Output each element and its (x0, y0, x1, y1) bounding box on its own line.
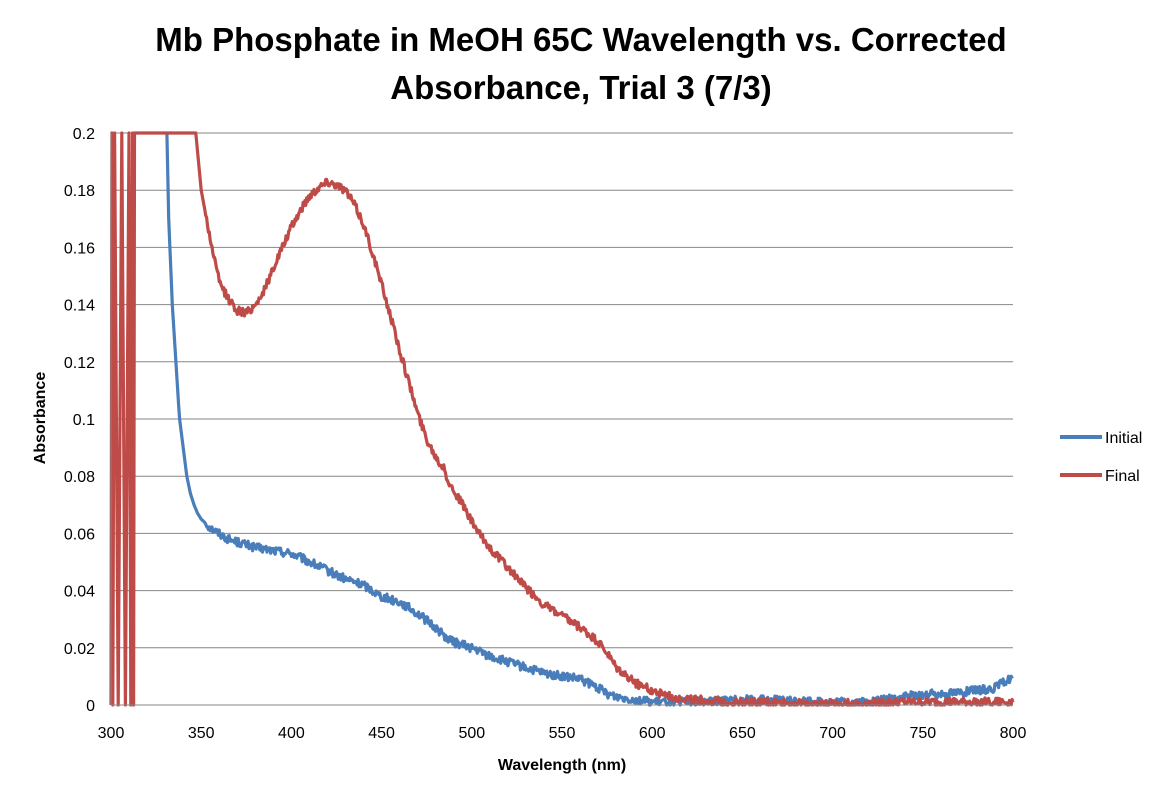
x-tick-label: 800 (1000, 725, 1027, 742)
x-tick-label: 400 (278, 725, 305, 742)
y-tick-label: 0.1 (73, 412, 95, 429)
x-tick-label: 300 (98, 725, 125, 742)
y-tick-label: 0.04 (64, 584, 95, 601)
legend: Initial Final (1060, 430, 1142, 485)
y-tick-label: 0.08 (64, 469, 95, 486)
y-axis-label: Absorbance (32, 372, 49, 465)
gridlines (111, 132, 1013, 649)
legend-label-initial: Initial (1105, 430, 1142, 447)
y-tick-label: 0.14 (64, 298, 95, 315)
y-tick-label: 0.18 (64, 183, 95, 200)
y-tick-label: 0.2 (73, 126, 95, 143)
x-tick-label: 750 (909, 725, 936, 742)
x-tick-label: 600 (639, 725, 666, 742)
x-tick-label: 350 (188, 725, 215, 742)
chart-title-line-1: Mb Phosphate in MeOH 65C Wavelength vs. … (155, 21, 1006, 58)
x-axis-label: Wavelength (nm) (498, 757, 626, 774)
y-tick-label: 0.12 (64, 355, 95, 372)
y-tick-label: 0 (86, 698, 95, 715)
x-tick-label: 450 (368, 725, 395, 742)
x-tick-label: 700 (819, 725, 846, 742)
x-tick-label: 650 (729, 725, 756, 742)
y-tick-label: 0.06 (64, 526, 95, 543)
y-tick-label: 0.16 (64, 240, 95, 257)
axes (110, 133, 1013, 706)
legend-label-final: Final (1105, 468, 1140, 485)
x-tick-label: 550 (549, 725, 576, 742)
y-tick-label: 0.02 (64, 641, 95, 658)
tick-labels: 0 0.02 0.04 0.06 0.08 0.1 0.12 0.14 0.16 0.18 0.2 3… (64, 126, 1027, 742)
chart-title-line-2: Absorbance, Trial 3 (7/3) (390, 69, 771, 106)
x-tick-label: 500 (458, 725, 485, 742)
